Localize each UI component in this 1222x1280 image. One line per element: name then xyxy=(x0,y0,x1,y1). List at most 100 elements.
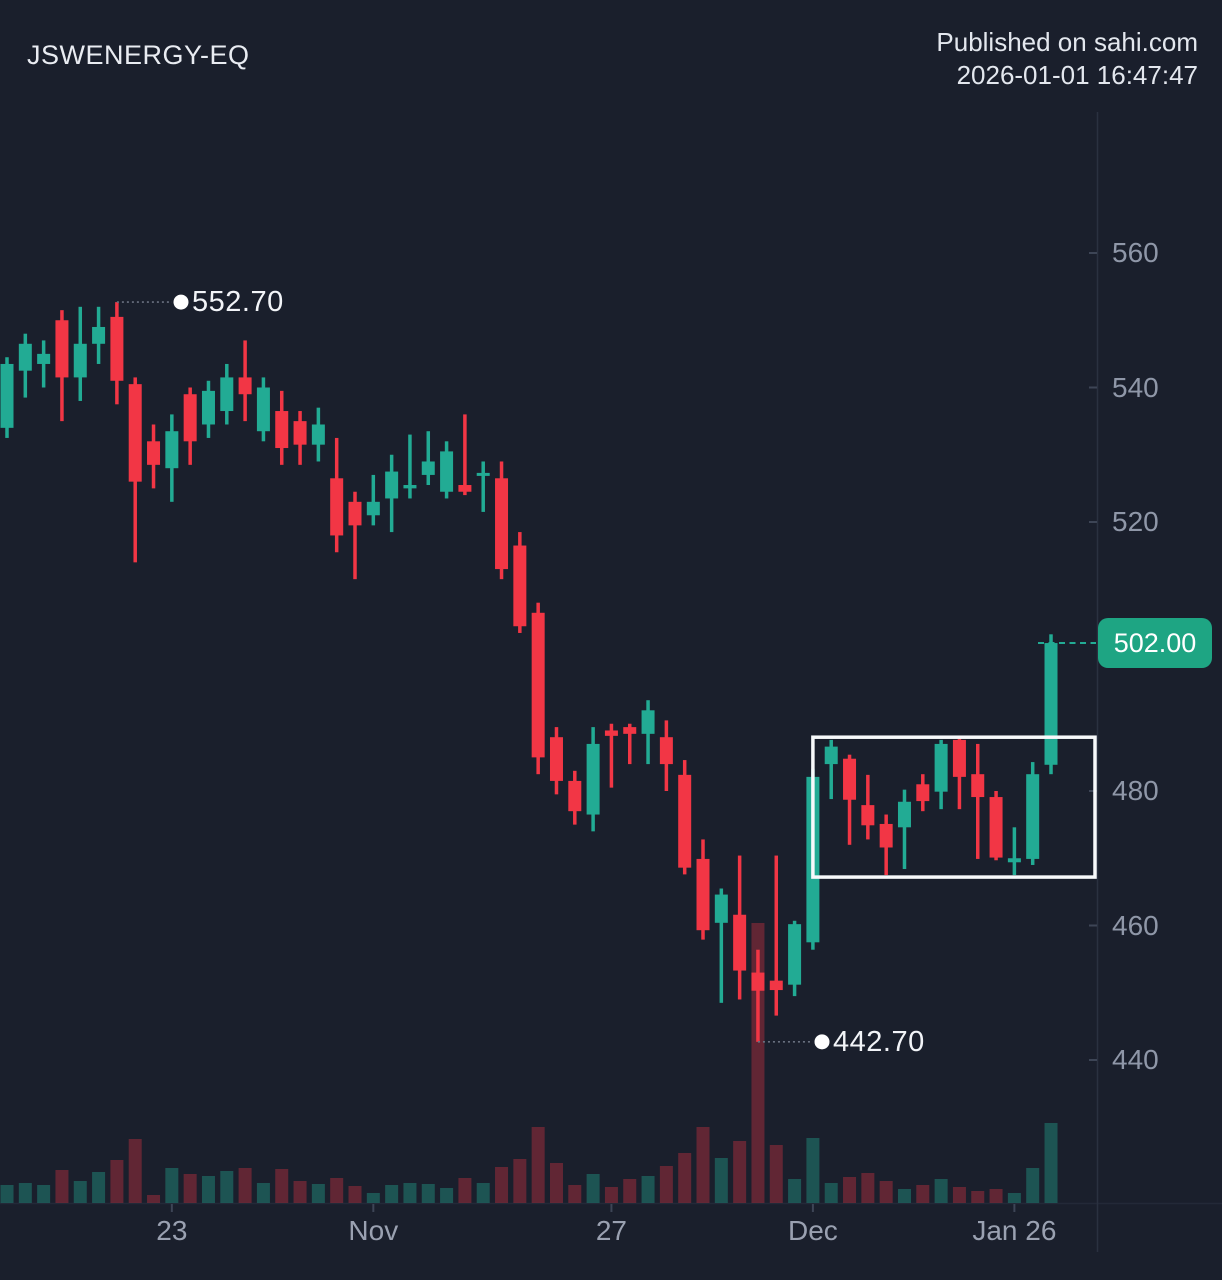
candle-body xyxy=(55,320,69,378)
volume-bar xyxy=(293,1181,307,1203)
published-timestamp: 2026-01-01 16:47:47 xyxy=(956,60,1198,90)
volume-bar xyxy=(696,1127,710,1203)
volume-bar xyxy=(897,1189,911,1203)
candle-body xyxy=(1007,858,1021,863)
volume-bar xyxy=(220,1171,234,1203)
candle-body xyxy=(238,377,252,395)
candle-body xyxy=(37,353,51,364)
candle-wick xyxy=(353,491,357,580)
candle-body xyxy=(769,980,783,991)
volume-bar xyxy=(1044,1123,1058,1203)
candle-body xyxy=(220,377,234,412)
volume-bar xyxy=(256,1183,270,1203)
consolidation-box xyxy=(811,735,1097,879)
last-price-badge: 502.00 xyxy=(1098,618,1212,668)
candle-body xyxy=(843,758,857,800)
candle-wick xyxy=(719,888,724,1003)
candle-body xyxy=(604,730,618,736)
volume-bar xyxy=(714,1158,728,1203)
candle-body xyxy=(147,441,161,465)
volume-bar xyxy=(861,1173,875,1203)
candle-body xyxy=(751,972,765,991)
candle-body xyxy=(568,780,582,812)
low-annotation-label: 442.70 xyxy=(833,1026,925,1058)
candle-body xyxy=(641,710,655,734)
volume-bar xyxy=(934,1179,948,1203)
candle-body xyxy=(92,326,106,344)
volume-bar xyxy=(18,1183,32,1203)
candle-body xyxy=(1044,643,1058,765)
candle-wick xyxy=(463,414,467,496)
candle-body xyxy=(18,343,32,371)
time-axis-label: 27 xyxy=(595,1215,627,1246)
candle-body xyxy=(348,501,362,526)
volume-bar xyxy=(824,1183,838,1203)
volume-bar xyxy=(495,1167,509,1203)
candle-body xyxy=(824,746,838,765)
volume-bar xyxy=(659,1166,673,1203)
volume-bar xyxy=(165,1168,179,1203)
volume-bar xyxy=(440,1188,454,1203)
candle-wick xyxy=(627,723,632,765)
candle-body xyxy=(513,545,527,627)
candle-body xyxy=(861,805,875,826)
candle-body xyxy=(549,737,563,781)
candle-body xyxy=(293,421,307,445)
time-axis-label: Nov xyxy=(348,1215,399,1246)
volume-bar xyxy=(238,1168,252,1203)
volume-bar xyxy=(128,1139,142,1203)
volume-bar xyxy=(641,1176,655,1203)
candle-body xyxy=(879,823,893,848)
volume-bar xyxy=(476,1183,490,1203)
candle-body xyxy=(1026,774,1040,859)
candle-body xyxy=(0,363,14,428)
candle-wick xyxy=(774,855,779,1016)
volume-bar xyxy=(586,1174,600,1203)
candle-body xyxy=(183,394,197,442)
time-axis-label: Dec xyxy=(787,1215,838,1246)
volume-bar xyxy=(952,1187,966,1203)
candle-body xyxy=(678,774,692,868)
volume-bar xyxy=(366,1193,380,1203)
candle-wick xyxy=(829,739,833,800)
candle-body xyxy=(788,924,802,985)
candle-body xyxy=(165,431,179,469)
published-info: Published on sahi.com 2026-01-01 16:47:4… xyxy=(936,26,1198,92)
candle-body xyxy=(733,914,747,971)
candle-body xyxy=(659,737,673,765)
volume-bar xyxy=(73,1181,87,1203)
candle-body xyxy=(916,784,930,802)
volume-bar xyxy=(989,1189,1003,1203)
candle-body xyxy=(440,451,454,492)
candle-body xyxy=(934,743,948,792)
price-axis-label: 460 xyxy=(1112,909,1159,941)
price-axis-label: 540 xyxy=(1112,371,1159,403)
candle-body xyxy=(696,858,710,931)
candle-body xyxy=(330,478,344,536)
candle-body xyxy=(714,894,728,923)
volume-bar xyxy=(0,1185,14,1203)
candle-wick xyxy=(975,743,980,859)
volume-bar xyxy=(403,1183,417,1203)
price-axis-label: 560 xyxy=(1112,237,1159,268)
volume-bar xyxy=(549,1163,563,1203)
volume-bar xyxy=(513,1159,527,1203)
candle-wick xyxy=(756,949,760,1042)
volume-bar xyxy=(110,1160,124,1203)
volume-bar xyxy=(385,1185,399,1203)
candle-body xyxy=(623,727,637,734)
high-annotation-label: 552.70 xyxy=(192,286,284,318)
volume-bar xyxy=(604,1187,618,1203)
volume-bar xyxy=(843,1177,857,1203)
volume-bar xyxy=(623,1179,637,1203)
volume-bar xyxy=(879,1181,893,1203)
published-source: Published on sahi.com xyxy=(936,27,1198,57)
volume-bar xyxy=(751,923,765,1203)
volume-bar xyxy=(311,1184,325,1203)
volume-bar xyxy=(1026,1168,1040,1203)
candle-wick xyxy=(609,723,614,788)
candle-body xyxy=(971,774,985,798)
volume-bar xyxy=(330,1178,344,1203)
volume-bar xyxy=(348,1186,362,1203)
